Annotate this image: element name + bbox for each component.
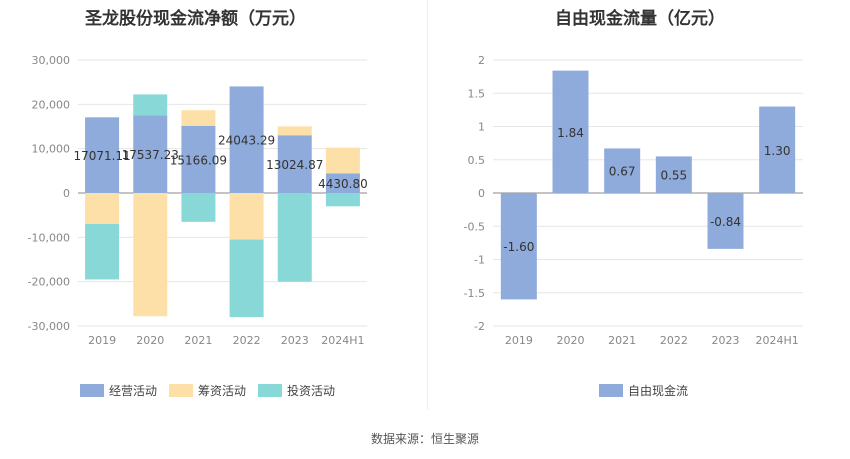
x-tick-label: 2020 [136, 334, 164, 347]
bar-投资活动-2022[interactable] [229, 239, 264, 318]
free-cashflow-bar-chart: 2 1.5 1 0.5 0 -0.5 -1 -1.5 -2 -1.60 1.84 0.67 0.55 -0… [464, 54, 803, 398]
bar-经营活动-2023[interactable] [277, 135, 312, 193]
right-chart-title: 自由现金流量（亿元） [555, 9, 725, 29]
y-tick-label: 2 [478, 54, 485, 67]
x-tick-label: 2024H1 [756, 334, 799, 347]
bar-筹资活动-2019[interactable] [85, 193, 120, 225]
x-tick-label: 2021 [608, 334, 636, 347]
data-label: 1.84 [557, 126, 584, 140]
bar-自由现金流-2020[interactable] [552, 70, 589, 193]
bar-经营活动-2024H1[interactable] [325, 173, 360, 193]
bar-经营活动-2020[interactable] [133, 115, 168, 193]
legend-label: 筹资活动 [198, 384, 246, 398]
legend-label: 经营活动 [109, 384, 157, 398]
x-tick-label: 2023 [281, 334, 309, 347]
y-tick-label: 1 [478, 121, 485, 134]
data-label: 17537.23 [122, 148, 179, 162]
y-tick-label: 30,000 [32, 54, 71, 67]
legend-item-经营活动[interactable]: 经营活动 [80, 384, 157, 398]
x-tick-label: 2021 [184, 334, 212, 347]
bar-经营活动-2022[interactable] [229, 86, 264, 193]
data-label: 24043.29 [218, 134, 275, 148]
bar-自由现金流-2021[interactable] [604, 148, 641, 193]
legend-item-筹资活动[interactable]: 筹资活动 [169, 384, 246, 398]
x-tick-label: 2023 [712, 334, 740, 347]
data-label: 13024.87 [266, 158, 323, 172]
data-label: 0.55 [660, 169, 687, 183]
data-label: 17071.11 [73, 149, 130, 163]
bar-投资活动-2024H1[interactable] [325, 193, 360, 207]
data-label: -0.84 [710, 215, 741, 229]
legend-swatch [258, 384, 282, 397]
legend-swatch [80, 384, 104, 397]
y-tick-label: -10,000 [28, 231, 70, 244]
bar-经营活动-2021[interactable] [181, 125, 216, 193]
bar-投资活动-2021[interactable] [181, 193, 216, 222]
panel-divider [427, 0, 428, 410]
bar-投资活动-2023[interactable] [277, 193, 312, 282]
y-tick-label: -20,000 [28, 276, 70, 289]
y-tick-label: -2 [474, 320, 485, 333]
y-tick-label: 20,000 [32, 98, 71, 111]
legend-item-自由现金流[interactable]: 自由现金流 [599, 383, 688, 398]
bar-经营活动-2019[interactable] [85, 117, 120, 193]
bar-自由现金流-2019[interactable] [500, 193, 537, 300]
legend-label: 投资活动 [287, 383, 335, 398]
bar-投资活动-2019[interactable] [85, 224, 120, 280]
data-source-note: 数据来源：恒生聚源 [370, 432, 479, 446]
data-label: 0.67 [609, 165, 636, 179]
y-tick-label: -0.5 [464, 220, 485, 233]
legend-item-投资活动[interactable]: 投资活动 [258, 383, 335, 398]
data-label: 4430.80 [318, 177, 368, 191]
bar-自由现金流-2022[interactable] [655, 156, 692, 193]
data-label: -1.60 [503, 240, 534, 254]
x-tick-label: 2022 [660, 334, 688, 347]
x-tick-label: 2024H1 [321, 334, 364, 347]
bar-筹资活动-2024H1[interactable] [325, 147, 360, 174]
y-tick-label: 0 [63, 187, 70, 200]
bar-自由现金流-2023[interactable] [707, 193, 744, 249]
y-tick-label: 0.5 [468, 154, 486, 167]
y-tick-label: 10,000 [32, 143, 71, 156]
legend-label: 自由现金流 [628, 383, 688, 398]
left-chart-title: 圣龙股份现金流净额（万元） [85, 9, 306, 29]
legend-swatch [599, 384, 623, 397]
bar-筹资活动-2021[interactable] [181, 110, 216, 126]
bar-筹资活动-2022[interactable] [229, 193, 264, 240]
data-label: 15166.09 [170, 153, 227, 167]
legend-swatch [169, 384, 193, 397]
bar-自由现金流-2024H1[interactable] [759, 106, 796, 193]
x-tick-label: 2019 [88, 334, 116, 347]
x-tick-label: 2020 [557, 334, 585, 347]
bar-筹资活动-2020[interactable] [133, 193, 168, 317]
x-tick-label: 2019 [505, 334, 533, 347]
data-label: 1.30 [764, 144, 791, 158]
cashflow-stacked-bar-chart: 30,000 20,000 10,000 0 -10,000 -20,000 -30,000… [28, 54, 368, 398]
y-tick-label: 0 [478, 187, 485, 200]
bar-筹资活动-2023[interactable] [277, 126, 312, 136]
y-tick-label: -30,000 [28, 320, 70, 333]
x-tick-label: 2022 [233, 334, 261, 347]
y-tick-label: 1.5 [468, 87, 486, 100]
y-tick-label: -1.5 [464, 287, 485, 300]
bar-投资活动-2020[interactable] [133, 94, 168, 116]
y-tick-label: -1 [474, 254, 485, 267]
